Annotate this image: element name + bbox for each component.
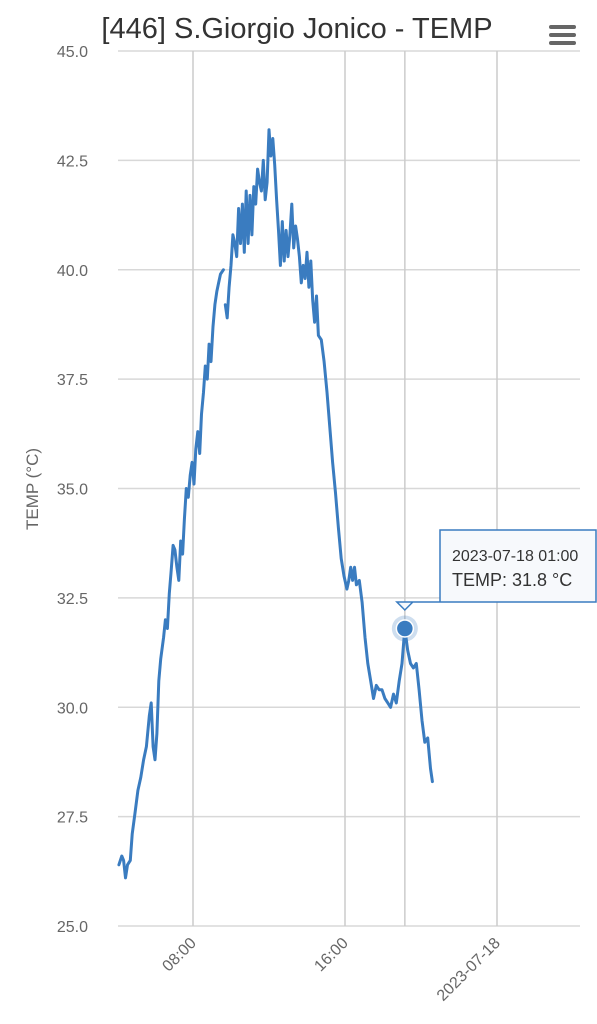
y-tick-label: 45.0	[57, 44, 88, 61]
tooltip: 2023-07-18 01:00 TEMP: 31.8 °C	[391, 529, 597, 642]
y-tick-label: 40.0	[57, 263, 88, 280]
y-tick-label: 42.5	[57, 153, 88, 170]
menu-button[interactable]	[548, 23, 578, 47]
x-tick-label: 08:00	[159, 935, 199, 975]
y-axis-ticks: 25.0 27.5 30.0 32.5 35.0 37.5 40.0 42.5 45.0	[57, 44, 88, 936]
series-line	[117, 268, 225, 880]
y-tick-label: 30.0	[57, 700, 88, 717]
x-tick-label: 16:00	[311, 935, 351, 975]
series-line	[223, 128, 434, 784]
y-tick-label: 25.0	[57, 919, 88, 936]
series-layer	[117, 128, 434, 880]
y-axis-label: TEMP (°C)	[23, 448, 42, 530]
y-tick-label: 37.5	[57, 372, 88, 389]
y-tick-label: 27.5	[57, 810, 88, 827]
chart-title: [446] S.Giorgio Jonico - TEMP	[101, 13, 492, 45]
x-axis-ticks: 08:00 16:00 2023-07-18	[159, 935, 503, 1005]
y-tick-label: 32.5	[57, 591, 88, 608]
x-tick-label: 2023-07-18	[434, 935, 504, 1005]
tooltip-box	[395, 529, 597, 612]
tooltip-value: TEMP: 31.8 °C	[452, 570, 572, 590]
tooltip-time: 2023-07-18 01:00	[452, 548, 578, 565]
y-tick-label: 35.0	[57, 482, 88, 499]
hamburger-menu-icon	[549, 25, 576, 45]
hover-point[interactable]	[395, 619, 415, 638]
grid	[118, 50, 580, 927]
